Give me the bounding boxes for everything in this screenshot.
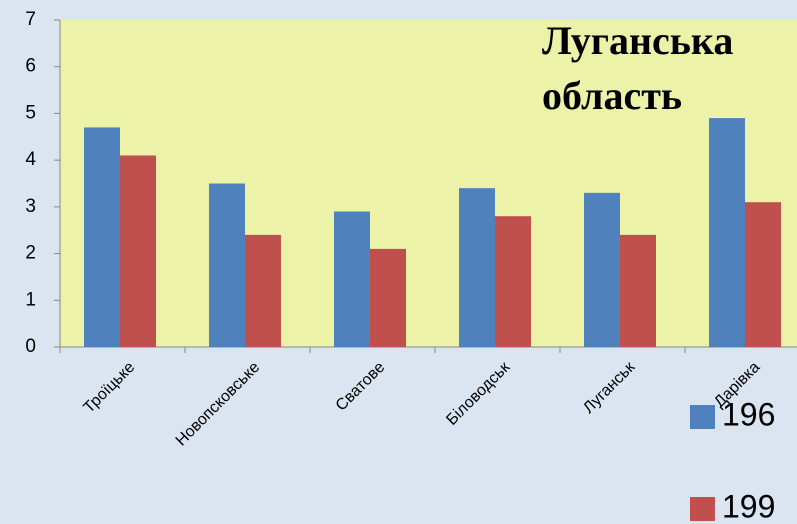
bar [495,216,531,347]
bar [709,118,745,347]
bar [620,234,656,347]
bar [459,188,495,347]
x-tick-label: Біловодськ [443,358,514,429]
bar [334,211,370,347]
x-tick-label: Сватове [333,359,389,415]
legend-label: 199 [722,488,775,524]
y-tick-label: 4 [25,149,36,170]
y-tick-label: 5 [25,102,36,123]
y-tick-label: 3 [25,196,36,217]
y-tick-label: 6 [25,56,36,77]
legend-swatch [690,497,715,521]
x-tick-label: Новопсковське [173,359,264,450]
bar [245,234,281,347]
bar [584,192,620,347]
bar [120,155,156,347]
x-tick-label: Троїцьке [81,359,139,417]
bar [370,248,406,347]
plot-area [60,20,797,347]
y-tick-label: 1 [25,289,36,310]
y-tick-label: 0 [25,336,36,357]
chart-title: Луганська [542,18,733,63]
y-tick-label: 7 [25,9,36,30]
legend-swatch [690,405,715,429]
x-tick-label: Луганськ [580,358,639,417]
bar [209,183,245,347]
y-tick-label: 2 [25,243,36,264]
bar [745,202,781,347]
bar [84,127,120,347]
chart-title: область [542,73,682,118]
legend-label: 196 [722,396,775,432]
